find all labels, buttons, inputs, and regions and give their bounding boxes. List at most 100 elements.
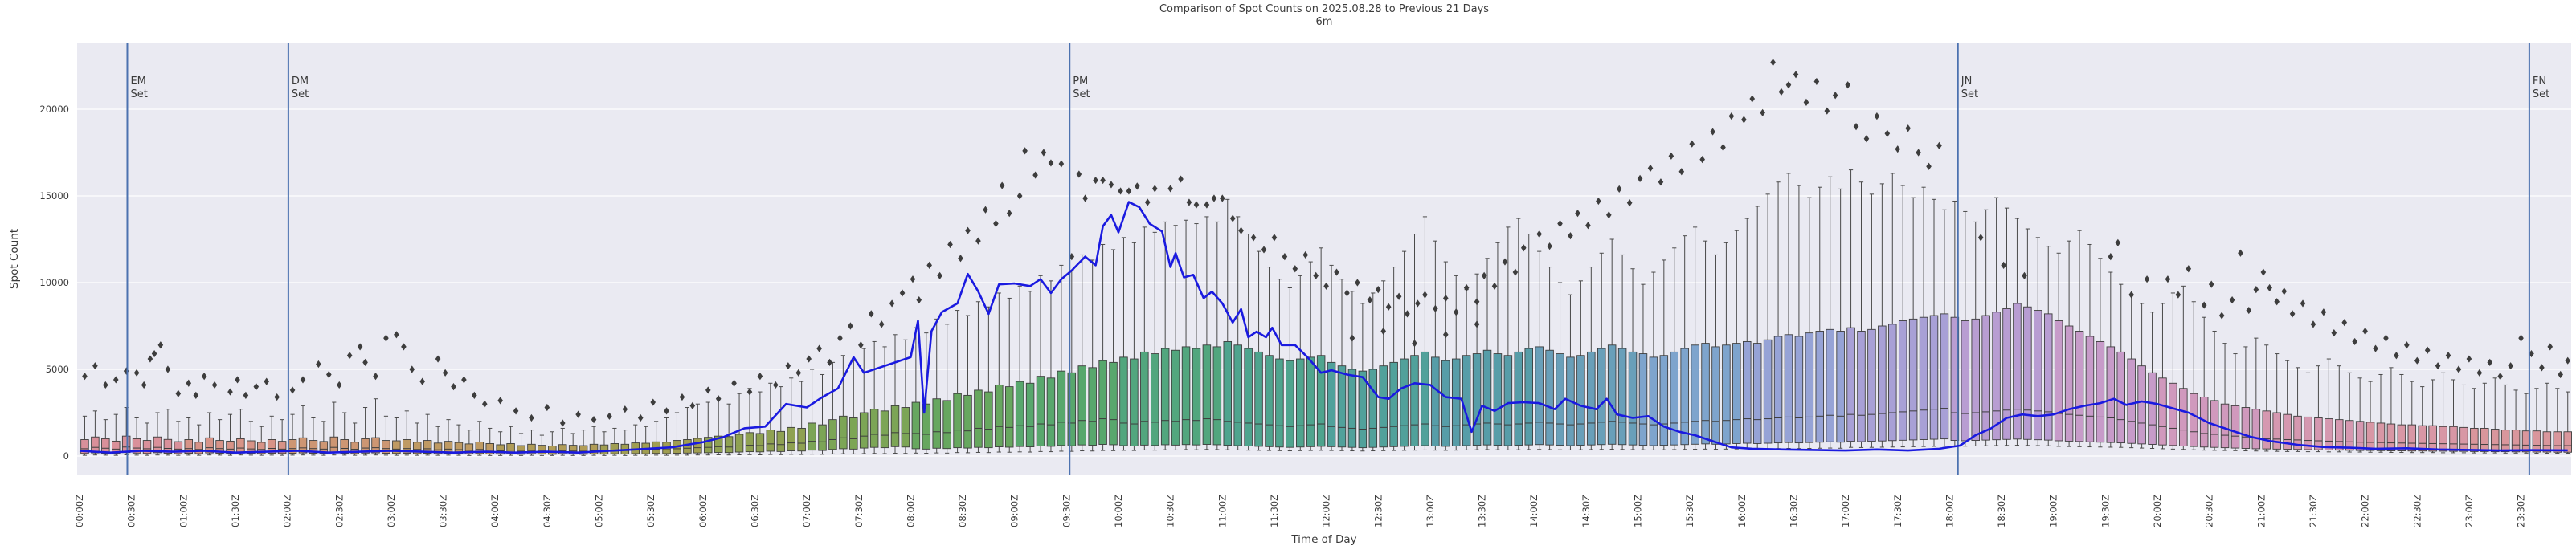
- outlier-diamond: [1778, 88, 1785, 96]
- box: [1316, 355, 1326, 447]
- box: [1223, 340, 1233, 446]
- box: [433, 442, 443, 454]
- outlier-diamond: [82, 373, 88, 381]
- box: [2459, 426, 2468, 452]
- outlier-diamond: [1282, 253, 1288, 261]
- x-tick-label: 13:30Z: [1477, 495, 1488, 527]
- box: [755, 433, 765, 453]
- outlier-diamond: [1367, 296, 1373, 304]
- box: [942, 400, 951, 450]
- outlier-diamond: [211, 381, 218, 389]
- outlier-diamond: [123, 367, 129, 375]
- box: [880, 410, 889, 449]
- box: [1192, 348, 1201, 446]
- box: [1244, 348, 1253, 446]
- box: [2335, 419, 2344, 451]
- box: [329, 436, 339, 454]
- outlier-diamond: [1728, 112, 1735, 120]
- outlier-diamond: [1760, 108, 1765, 116]
- outlier-diamond: [1134, 182, 1140, 190]
- box: [1410, 355, 1419, 446]
- box: [1711, 346, 1720, 445]
- box: [2054, 320, 2063, 442]
- outlier-diamond: [2424, 346, 2431, 354]
- outlier-diamond: [2547, 343, 2554, 351]
- box: [901, 407, 910, 448]
- box: [2418, 425, 2427, 452]
- outlier-diamond: [1006, 210, 1012, 218]
- box: [1649, 356, 1658, 446]
- outlier-diamond: [965, 226, 971, 234]
- outlier-diamond: [1463, 283, 1470, 292]
- outlier-diamond: [1512, 268, 1519, 276]
- box: [132, 438, 141, 454]
- outlier-diamond: [2362, 327, 2368, 336]
- x-tick-label: 18:00Z: [1944, 495, 1955, 527]
- outlier-diamond: [868, 310, 874, 318]
- box: [1794, 336, 1804, 444]
- outlier-diamond: [715, 395, 722, 403]
- x-tick-label: 19:30Z: [2100, 495, 2111, 527]
- box: [1389, 361, 1398, 447]
- x-tick-label: 07:30Z: [853, 495, 865, 527]
- outlier-diamond: [544, 403, 550, 412]
- box: [236, 438, 245, 454]
- box: [91, 436, 100, 454]
- box: [2023, 306, 2032, 440]
- box: [527, 443, 536, 454]
- box: [2325, 418, 2333, 450]
- box: [101, 438, 110, 454]
- outlier-diamond: [1895, 145, 1901, 153]
- outlier-diamond: [983, 206, 988, 214]
- box: [340, 439, 349, 454]
- x-tick-label: 09:00Z: [1009, 495, 1020, 527]
- outlier-diamond: [1076, 170, 1082, 178]
- box: [1493, 353, 1503, 446]
- outlier-diamond: [2341, 319, 2348, 327]
- outlier-diamond: [1557, 219, 1563, 228]
- outlier-diamond: [2144, 275, 2150, 283]
- box: [849, 417, 858, 450]
- box: [319, 441, 329, 454]
- box: [1233, 344, 1242, 446]
- box: [2262, 410, 2271, 450]
- x-tick-label: 01:30Z: [230, 495, 241, 527]
- outlier-diamond: [1323, 282, 1329, 290]
- outlier-diamond: [1292, 265, 1298, 273]
- outlier-diamond: [357, 343, 363, 351]
- box: [1670, 351, 1679, 446]
- box: [2137, 365, 2146, 445]
- x-tick-label: 21:00Z: [2255, 495, 2267, 527]
- box: [1379, 365, 1388, 448]
- outlier-diamond: [1710, 128, 1715, 136]
- box: [2013, 303, 2022, 440]
- outlier-diamond: [2487, 358, 2493, 366]
- box: [579, 445, 588, 455]
- outlier-diamond: [1803, 98, 1809, 106]
- box: [1451, 358, 1461, 446]
- outlier-diamond: [878, 320, 885, 328]
- box: [350, 442, 359, 454]
- outlier-diamond: [1863, 135, 1870, 143]
- outlier-diamond: [2128, 291, 2134, 299]
- outlier-diamond: [1186, 198, 1192, 206]
- outlier-diamond: [165, 365, 171, 373]
- outlier-diamond: [746, 388, 753, 396]
- box: [1597, 348, 1606, 446]
- outlier-diamond: [2558, 370, 2563, 379]
- outlier-diamond: [1474, 298, 1480, 306]
- box: [163, 438, 173, 454]
- box: [412, 442, 422, 454]
- outlier-diamond: [916, 296, 922, 304]
- box: [1607, 344, 1617, 445]
- box: [1514, 351, 1523, 446]
- outlier-diamond: [2383, 334, 2389, 342]
- x-tick-label: 00:00Z: [74, 495, 85, 527]
- sunset-label-FN-set: Set: [2533, 88, 2549, 100]
- sunset-label-PM: PM: [1073, 75, 1088, 88]
- box: [1265, 355, 1274, 447]
- outlier-diamond: [1093, 176, 1098, 185]
- outlier-diamond: [637, 413, 644, 422]
- outlier-diamond: [1349, 334, 1355, 342]
